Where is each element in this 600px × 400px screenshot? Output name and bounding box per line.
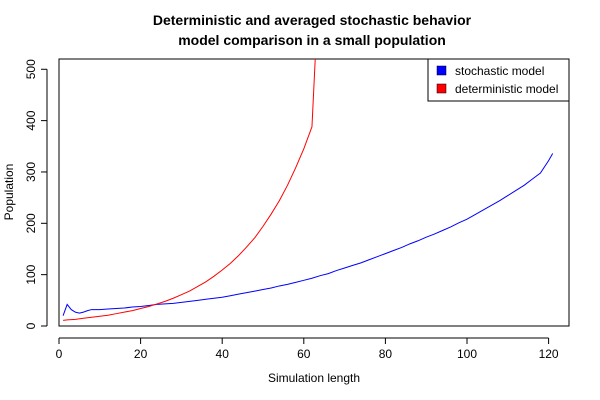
series-line-deterministic bbox=[63, 59, 316, 321]
x-tick-label: 0 bbox=[56, 347, 63, 361]
legend-swatch-deterministic bbox=[436, 83, 447, 94]
legend-swatch-stochastic bbox=[436, 65, 447, 76]
y-tick-label: 200 bbox=[24, 213, 38, 233]
y-tick-label: 100 bbox=[24, 264, 38, 284]
x-tick-label: 40 bbox=[216, 347, 230, 361]
x-tick-label: 20 bbox=[134, 347, 148, 361]
plot-frame bbox=[58, 58, 570, 327]
y-tick-label: 300 bbox=[24, 162, 38, 182]
series-layer bbox=[62, 59, 554, 321]
series-line-stochastic bbox=[62, 153, 554, 316]
legend-label-deterministic: deterministic model bbox=[455, 82, 558, 96]
y-tick-label: 500 bbox=[24, 59, 38, 79]
x-axis: 0 20 40 60 80 100 120 bbox=[56, 337, 559, 361]
x-tick-label: 80 bbox=[379, 347, 393, 361]
y-axis: 0 100 200 300 400 500 bbox=[24, 59, 48, 329]
x-tick-label: 100 bbox=[457, 347, 477, 361]
x-tick-label: 60 bbox=[297, 347, 311, 361]
y-tick-label: 400 bbox=[24, 110, 38, 130]
legend-box bbox=[427, 58, 570, 102]
chart-title-line-1: Deterministic and averaged stochastic be… bbox=[153, 12, 472, 28]
y-axis-title: Population bbox=[2, 164, 16, 221]
legend-label-stochastic: stochastic model bbox=[455, 64, 544, 78]
x-tick-label: 120 bbox=[539, 347, 559, 361]
chart-title-line-2: model comparison in a small population bbox=[178, 32, 446, 48]
legend: stochastic model deterministic model bbox=[427, 58, 570, 102]
x-axis-title: Simulation length bbox=[268, 371, 360, 385]
y-tick-label: 0 bbox=[24, 322, 38, 329]
